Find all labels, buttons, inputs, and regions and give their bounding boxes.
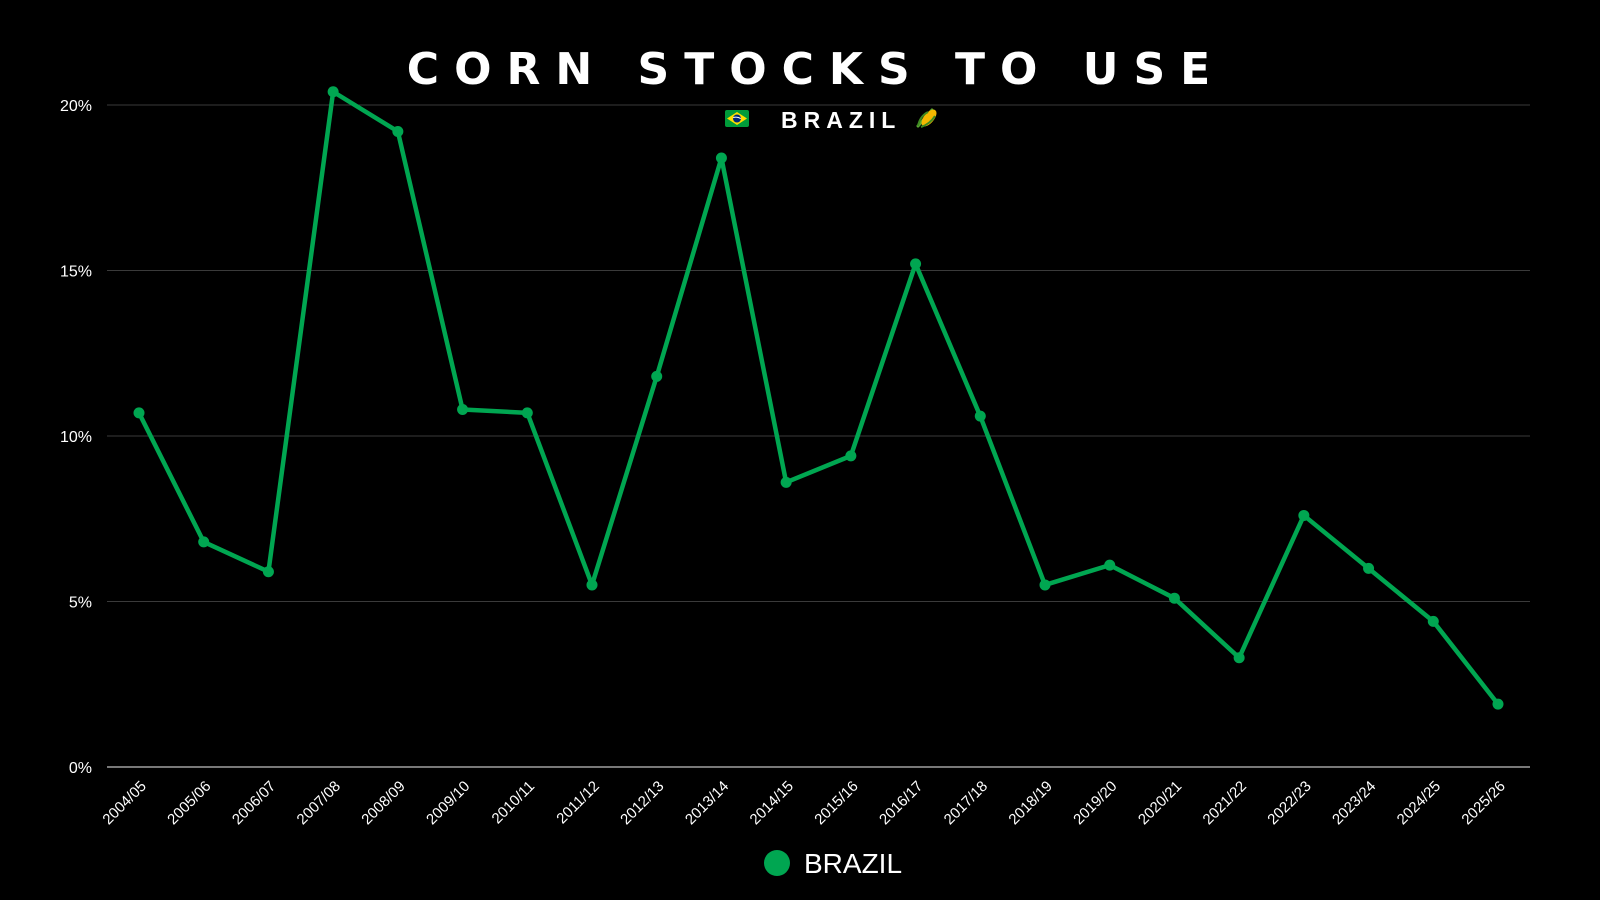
chart-subtitle: BRAZIL [781,107,901,133]
corn-icon [916,108,937,128]
gridlines [107,104,1530,768]
x-tick-label: 2022/23 [1264,778,1314,828]
data-point [457,404,469,416]
x-tick-label: 2025/26 [1458,778,1508,828]
x-tick-label: 2021/22 [1200,778,1250,828]
data-point [780,476,792,488]
data-point [1363,562,1375,574]
subtitle-group: BRAZIL [725,107,937,133]
x-tick-label: 2012/13 [617,778,667,828]
data-point [974,410,986,422]
x-tick-label: 2016/17 [876,778,926,828]
series-line [136,89,1501,707]
data-point [586,579,598,591]
x-tick-label: 2006/07 [229,778,279,828]
x-tick-label: 2004/05 [99,778,149,828]
y-tick-label: 20% [60,98,92,115]
data-point [1233,652,1245,664]
legend-label-brazil: BRAZIL [804,848,902,879]
x-tick-label: 2020/21 [1135,778,1185,828]
x-tick-label: 2008/09 [358,778,408,828]
y-tick-label: 5% [69,595,92,612]
x-tick-label: 2014/15 [747,778,797,828]
legend-marker [764,850,790,876]
x-tick-label: 2017/18 [941,778,991,828]
data-point [715,152,727,164]
data-point [1492,698,1504,710]
data-point [392,125,404,137]
legend: BRAZIL [764,848,902,879]
x-tick-label: 2010/11 [489,778,539,828]
x-tick-label: 2007/08 [294,778,344,828]
x-tick-label: 2018/19 [1005,778,1055,828]
x-tick-label: 2005/06 [164,778,214,828]
data-point [1427,615,1439,627]
data-point [1168,592,1180,604]
x-tick-label: 2019/20 [1070,778,1120,828]
series-brazil [133,86,1504,710]
y-tick-label: 15% [60,264,92,281]
x-tick-label: 2011/12 [553,778,603,828]
data-point [198,536,210,548]
x-tick-label: 2015/16 [811,778,861,828]
data-point [262,566,274,578]
data-point [133,407,145,419]
x-tick-label: 2009/10 [423,778,473,828]
x-tick-label: 2024/25 [1394,778,1444,828]
y-tick-label: 10% [60,429,92,446]
x-tick-label: 2013/14 [682,778,732,828]
data-point [1039,579,1051,591]
brazil-flag-icon [725,110,749,127]
data-point [845,450,857,462]
data-point [327,86,339,98]
x-tick-label: 2023/24 [1329,778,1379,828]
data-point [1298,509,1310,521]
chart-title: CORN STOCKS TO USE [407,44,1225,95]
y-tick-label: 0% [69,760,92,777]
data-point [651,370,663,382]
x-axis-ticks: 2004/05 2005/06 2006/07 2007/08 2008/09 2009/… [99,778,1508,828]
data-point [910,258,922,270]
y-axis-ticks: 0% 5% 10% 15% 20% [60,98,92,777]
data-point [1104,559,1116,571]
data-point [521,407,533,419]
